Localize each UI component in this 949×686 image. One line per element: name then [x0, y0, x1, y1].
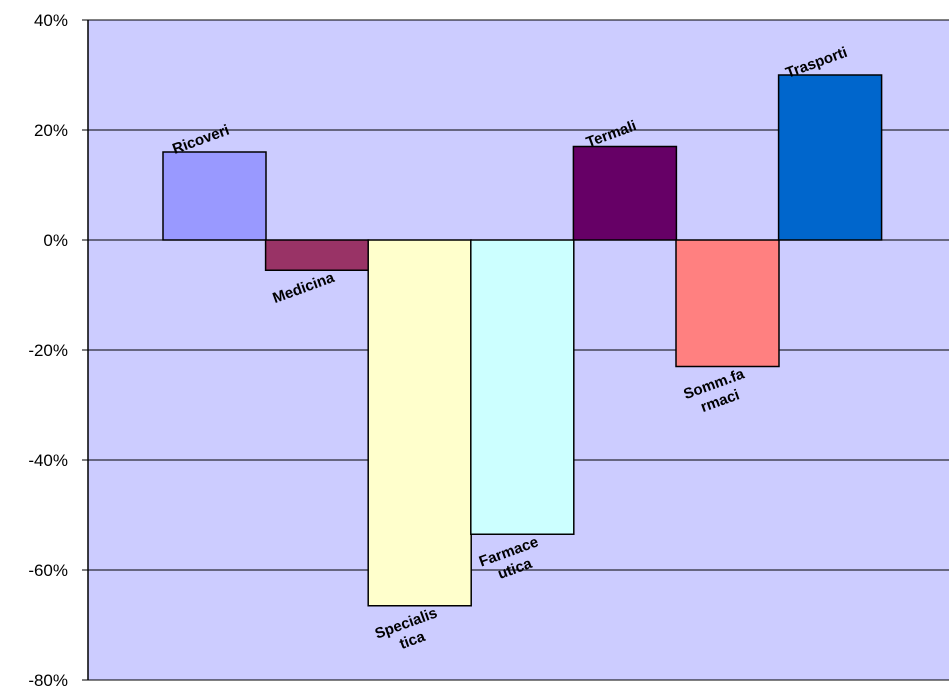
- y-tick-label: -60%: [28, 561, 68, 580]
- bar: [264, 239, 370, 271]
- bar: [777, 74, 883, 241]
- gridlines: [82, 19, 949, 681]
- y-tick-label: -80%: [28, 671, 68, 686]
- y-tick-label: 20%: [34, 121, 68, 140]
- y-tick-label: -20%: [28, 341, 68, 360]
- y-tick-label: 0%: [43, 231, 68, 250]
- bar: [162, 151, 267, 241]
- bars: [162, 74, 883, 607]
- bar: [572, 145, 678, 241]
- bar: [367, 239, 472, 607]
- bar: [675, 239, 780, 368]
- y-tick-label: 40%: [34, 11, 68, 30]
- y-axis-tick-labels: 40% 20% 0% -20% -40% -60% -80%: [28, 11, 68, 686]
- y-tick-label: -40%: [28, 451, 68, 470]
- bar: [470, 239, 575, 535]
